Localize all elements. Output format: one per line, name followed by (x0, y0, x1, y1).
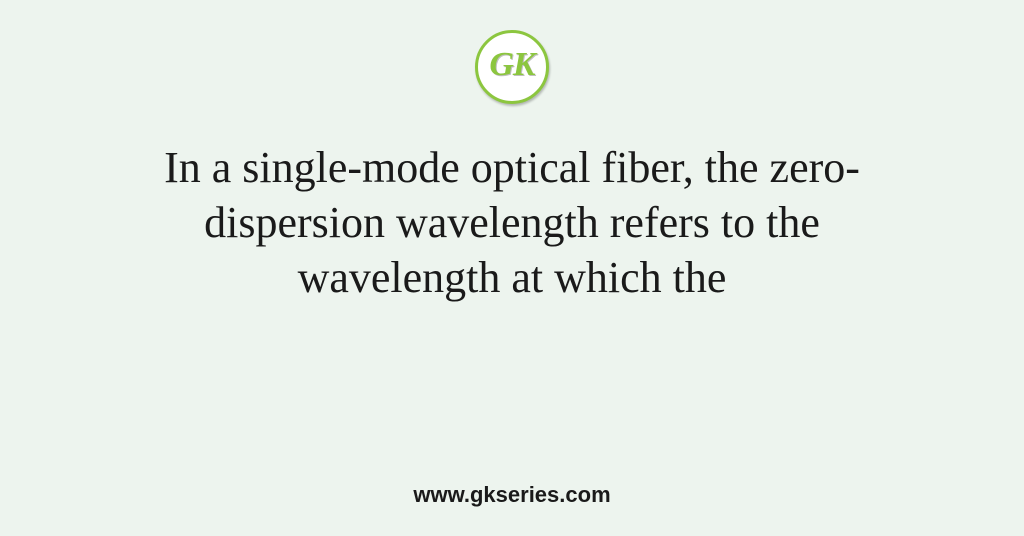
footer-url: www.gkseries.com (413, 482, 610, 508)
logo-text: GK (489, 46, 534, 84)
question-text: In a single-mode optical fiber, the zero… (152, 140, 872, 305)
logo-circle: GK (475, 30, 549, 104)
logo: GK (475, 30, 549, 104)
